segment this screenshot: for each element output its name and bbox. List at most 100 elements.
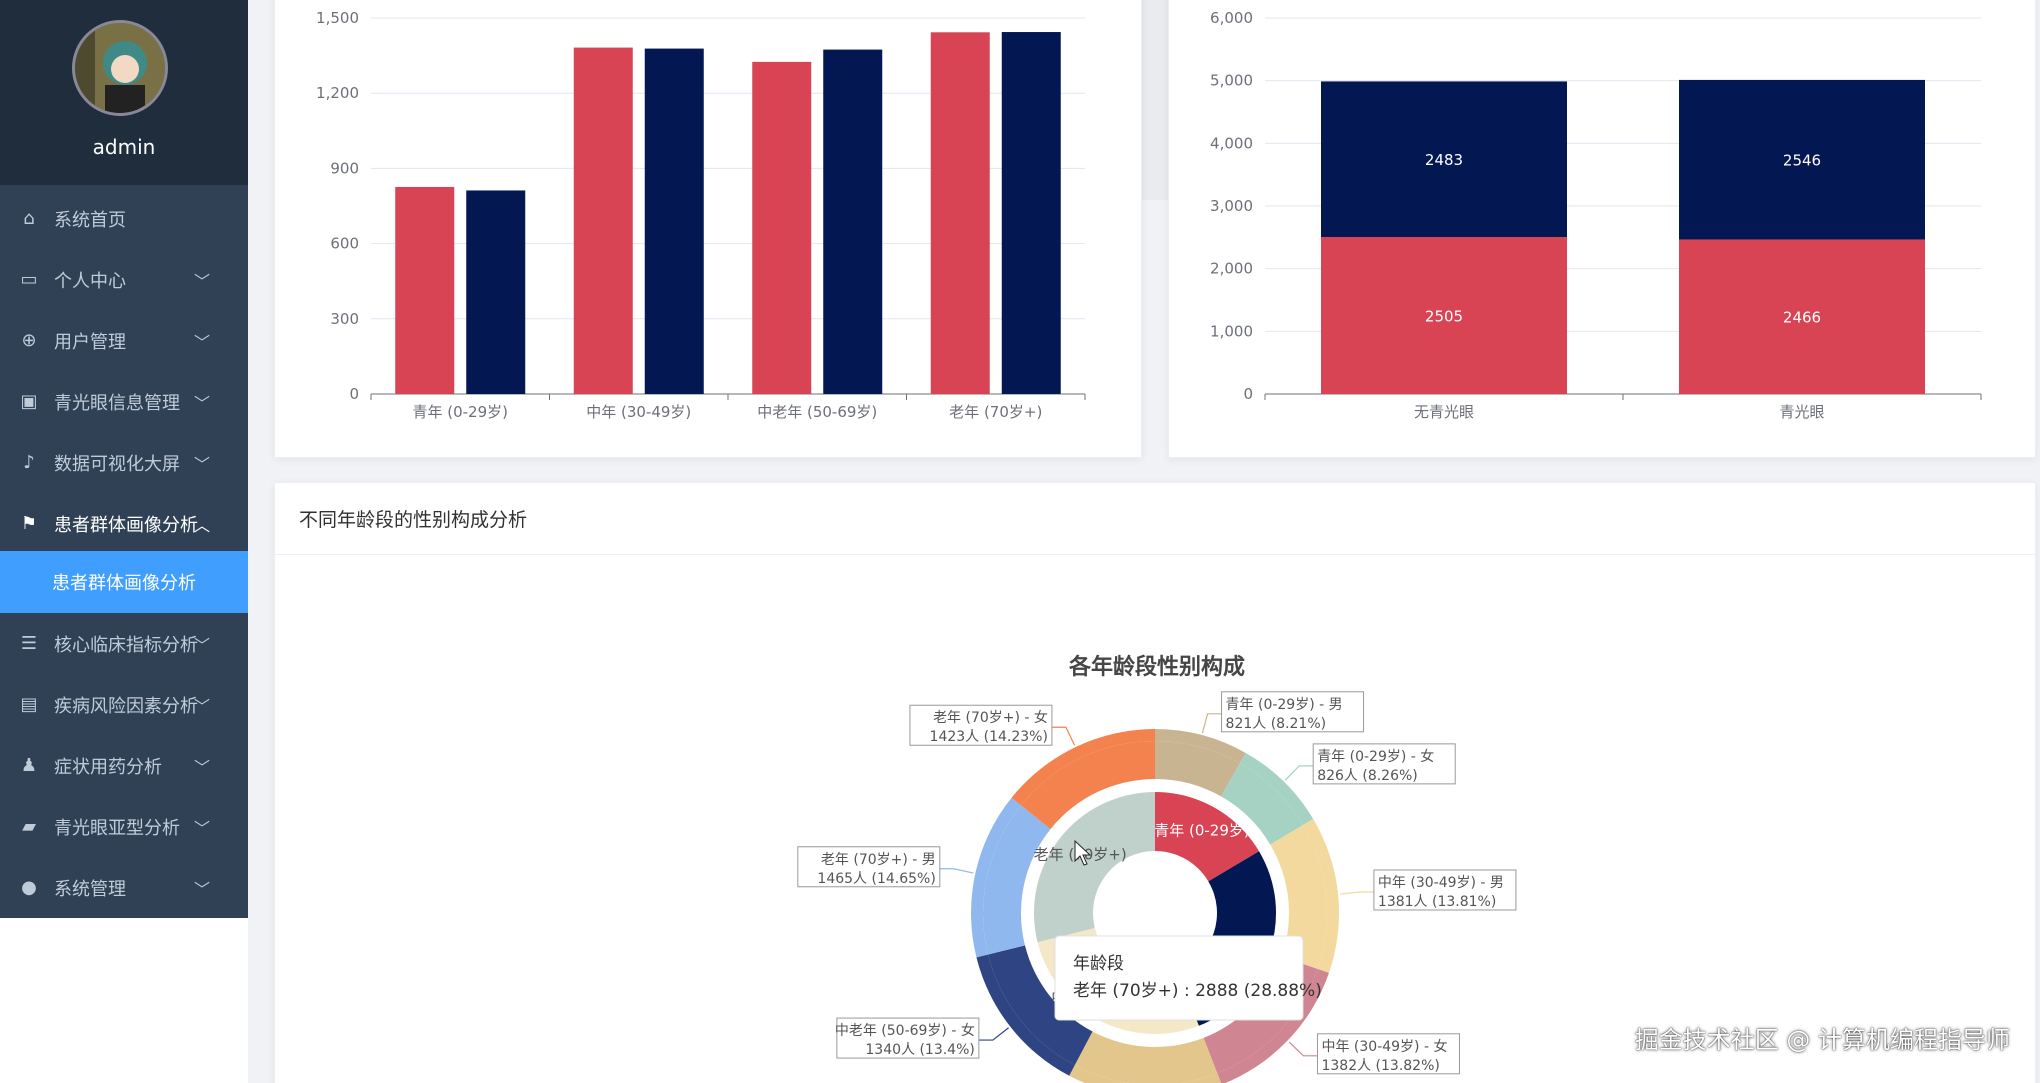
callout-value: 1423人 (14.23%) (930, 729, 1048, 745)
glaucoma-stacked-bar-chart-card: 0 1,000 2,000 3,000 4,000 5,000 6,000 无青光眼 青光眼 25… (1168, 0, 2036, 458)
sidebar-item-9[interactable]: ▰ 青光眼亚型分析 ﹀ (0, 796, 248, 857)
sidebar-item-8[interactable]: ♟ 症状用药分析 ﹀ (0, 735, 248, 796)
callout-line (1339, 891, 1374, 895)
bar-red-series (752, 61, 812, 394)
x-tick-label: 中年 (30-49岁) (586, 403, 691, 421)
list-icon: ☰ (20, 633, 38, 654)
bar-value-label: 2483 (1425, 151, 1463, 169)
callout-value: 1465人 (14.65%) (817, 871, 935, 887)
outer-ring-slice (1221, 763, 1303, 845)
age-group-bar-chart-card: 0 300 600 900 1,200 1,500 青年 (0-29岁) 中年 (30-49岁… (274, 0, 1142, 458)
user-icon: ● (21, 877, 37, 898)
x-tick-label: 无青光眼 (1414, 403, 1474, 421)
glaucoma-stacked-bar-chart: 0 1,000 2,000 3,000 4,000 5,000 6,000 无青光眼 青光眼 25… (1210, 9, 1982, 421)
callout-label: 老年 (70岁+) - 女 (933, 709, 1048, 726)
x-tick-label: 老年 (70岁+) (949, 403, 1042, 421)
sidebar-item-6[interactable]: ☰ 核心临床指标分析 ﹀ (0, 613, 248, 674)
sidebar-item-label: 系统首页 (54, 209, 126, 231)
username: admin (92, 135, 156, 159)
bar-red-series (395, 186, 455, 394)
tooltip-box (1054, 935, 1304, 1021)
outer-ring-slice (1155, 741, 1240, 797)
inner-ring-slice (1033, 791, 1155, 943)
home-icon: ⌂ (23, 208, 35, 229)
tooltip-title: 年龄段 (1073, 954, 1124, 974)
callout-box (836, 1017, 980, 1059)
bar-navy-series (466, 190, 526, 394)
y-tick-label: 300 (330, 310, 359, 328)
tooltip-body: 老年 (70岁+) : 2888 (28.88%) (1073, 981, 1322, 1001)
avatar[interactable] (72, 20, 168, 116)
chevron-down-icon: ﹀ (193, 271, 210, 291)
avatar-image (75, 23, 165, 113)
outer-ring-slice (1074, 1031, 1218, 1083)
chevron-down-icon: ﹀ (193, 696, 210, 716)
sidebar-item-label: 数据可视化大屏 (54, 453, 180, 475)
chevron-down-icon: ﹀ (193, 332, 210, 352)
bar-navy-series (1321, 81, 1567, 238)
outer-ring-slice (983, 805, 1051, 955)
background-strip (1142, 0, 1168, 200)
sidebar-subitem-patient-profile[interactable]: 患者群体画像分析 (0, 551, 248, 613)
sidebar-item-1[interactable]: ▭ 个人中心 ﹀ (0, 249, 248, 310)
card-icon: ▤ (20, 694, 38, 715)
outer-ring-slice-shade (976, 954, 1075, 1076)
outer-ring-slice-shade (1155, 729, 1246, 764)
callout-value: 1381人 (13.81%) (1378, 894, 1496, 910)
sidebar-item-label: 核心临床指标分析 (54, 634, 198, 656)
sidebar-item-3[interactable]: ▣ 青光眼信息管理 ﹀ (0, 371, 248, 432)
callout-value: 1340人 (13.4%) (865, 1042, 974, 1058)
chevron-down-icon: ﹀ (193, 454, 210, 474)
callout-value: 826人 (8.26%) (1317, 768, 1418, 784)
y-tick-label: 900 (330, 159, 359, 177)
y-tick-label: 4,000 (1210, 134, 1253, 152)
callout-label: 中年 (30-49岁) - 女 (1321, 1038, 1447, 1055)
sidebar-item-4[interactable]: ♪ 数据可视化大屏 ﹀ (0, 432, 248, 493)
chevron-down-icon: ﹀ (193, 879, 210, 899)
sidebar-item-10[interactable]: ● 系统管理 ﹀ (0, 857, 248, 918)
sidebar-item-label: 青光眼信息管理 (54, 392, 180, 414)
chevron-down-icon: ﹀ (193, 635, 210, 655)
bar-red-series (1321, 237, 1567, 394)
sidebar-item-5[interactable]: ⚑ 患者群体画像分析 ︿ (0, 493, 248, 554)
bar-navy-series (823, 49, 883, 395)
sidebar-header: admin (0, 0, 248, 185)
callout-label: 青年 (0-29岁) - 女 (1317, 748, 1434, 765)
y-tick-label: 1,000 (1210, 322, 1253, 340)
y-tick-label: 0 (349, 385, 359, 403)
sidebar-item-label: 青光眼亚型分析 (54, 817, 180, 839)
y-tick-label: 1,200 (316, 84, 359, 102)
watermark: 掘金技术社区 @ 计算机编程指导师 (1634, 1026, 2010, 1054)
callout-line (978, 1027, 1009, 1041)
y-tick-label: 600 (330, 235, 359, 253)
callout-box (1312, 743, 1456, 785)
sidebar-item-7[interactable]: ▤ 疾病风险因素分析 ﹀ (0, 674, 248, 735)
sidebar: admin ⌂ 系统首页 ▭ 个人中心 ﹀ ⊕ 用户管理 ﹀ ▣ 青光眼信息管理 ﹀ ♪ 数据可视化大屏… (0, 0, 248, 918)
y-tick-label: 1,500 (316, 9, 359, 27)
callout-line (939, 868, 974, 874)
outer-ring-slice (1270, 825, 1327, 970)
callout-box (1316, 1033, 1460, 1075)
bar-value-label: 2546 (1783, 152, 1821, 170)
callout-line (1201, 713, 1222, 734)
ring-separator (1032, 790, 1278, 1036)
y-tick-label: 6,000 (1210, 9, 1253, 27)
chevron-down-icon: ﹀ (193, 757, 210, 777)
chevron-down-icon: ﹀ (193, 393, 210, 413)
crosshair-icon: ⊕ (21, 330, 37, 351)
callout-box (1221, 691, 1365, 733)
sidebar-item-0[interactable]: ⌂ 系统首页 (0, 188, 248, 249)
bar-red-series (930, 32, 990, 395)
callout-box (909, 704, 1053, 746)
inner-slice-label: 青年 (0-29岁) (1154, 821, 1250, 839)
stamp-icon: ♟ (20, 755, 38, 776)
x-tick-label: 青光眼 (1779, 403, 1824, 421)
sidebar-item-2[interactable]: ⊕ 用户管理 ﹀ (0, 310, 248, 371)
bar-value-label: 2466 (1783, 309, 1821, 327)
callout-value: 821人 (8.21%) (1226, 716, 1327, 732)
sidebar-item-label: 个人中心 (54, 270, 126, 292)
sidebar-item-label: 症状用药分析 (54, 756, 162, 778)
cursor-icon (1074, 839, 1092, 866)
x-tick-label: 中老年 (50-69岁) (757, 403, 877, 421)
